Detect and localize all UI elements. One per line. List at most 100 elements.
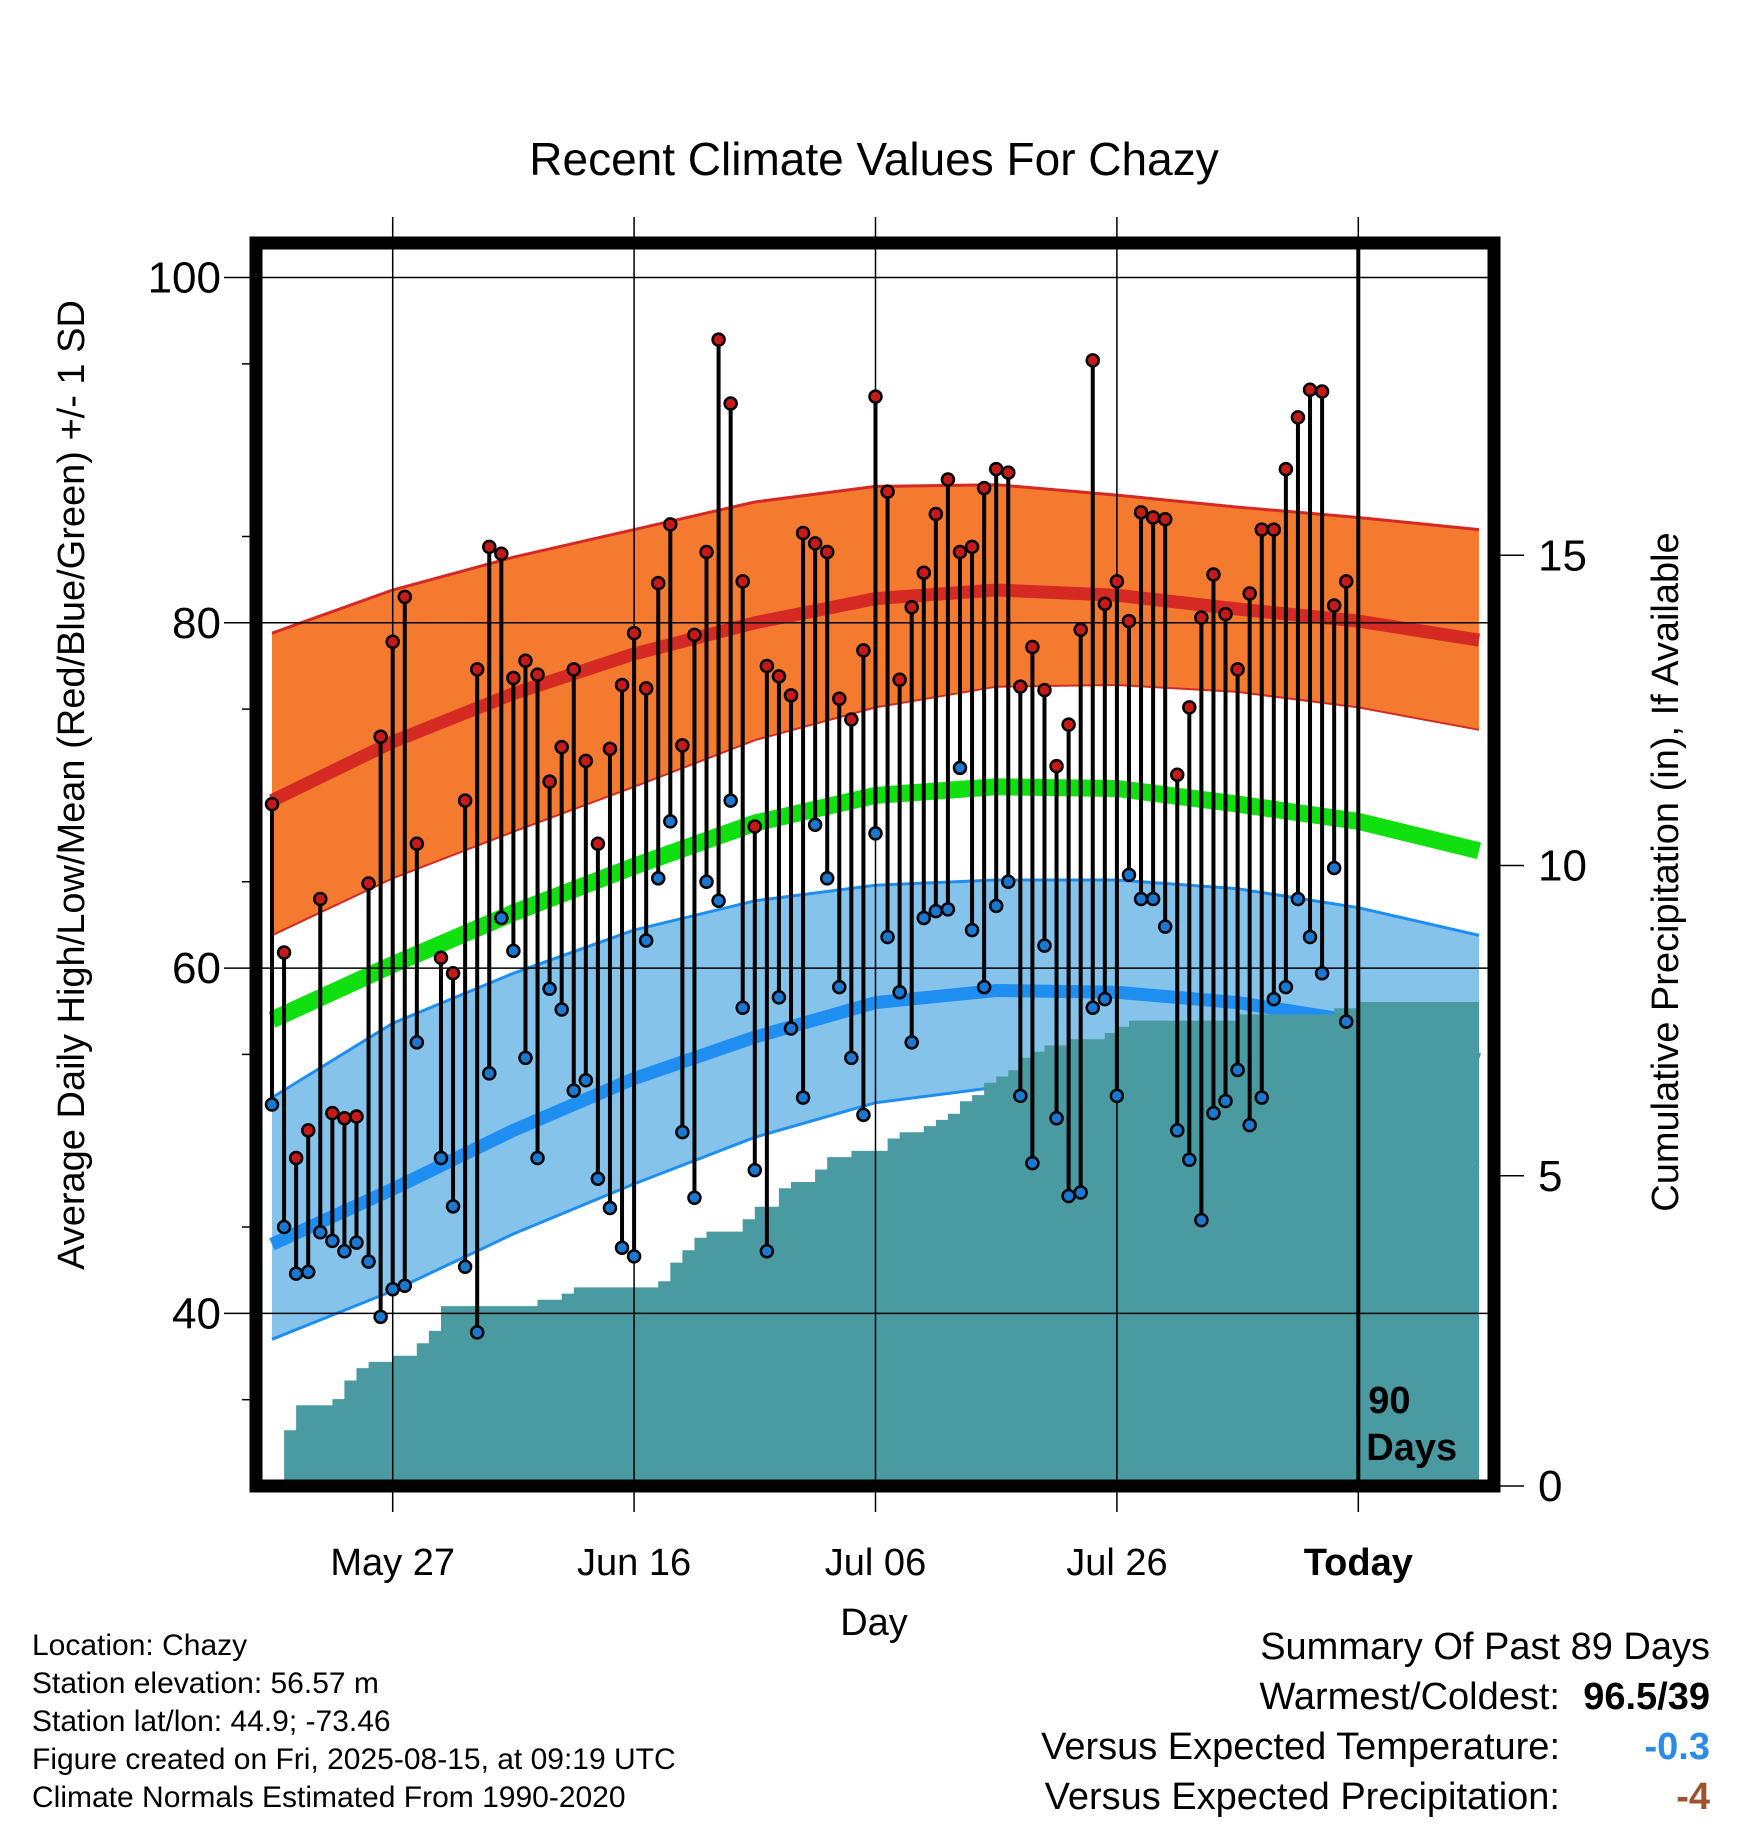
obs-low-point bbox=[566, 1083, 581, 1098]
summary-temp-value: -0.3 bbox=[1644, 1726, 1710, 1768]
obs-low-point bbox=[482, 1066, 497, 1081]
obs-low-point bbox=[832, 979, 847, 995]
obs-low-point bbox=[349, 1235, 364, 1250]
y2-tick-label: 5 bbox=[1538, 1152, 1562, 1201]
obs-high-point bbox=[1121, 613, 1137, 629]
y-tick-label: 80 bbox=[172, 599, 221, 648]
summary-precip-label: Versus Expected Precipitation: bbox=[1044, 1776, 1560, 1818]
obs-high-point bbox=[1338, 574, 1354, 589]
obs-high-point bbox=[819, 544, 835, 560]
obs-high-point bbox=[614, 677, 630, 693]
y2-tick-label: 15 bbox=[1538, 531, 1587, 580]
obs-low-point bbox=[1121, 867, 1137, 883]
obs-low-point bbox=[506, 943, 521, 959]
summary-warmest-label: Warmest/Coldest: bbox=[1259, 1676, 1560, 1718]
obs-low-point bbox=[1182, 1152, 1197, 1167]
obs-low-point bbox=[711, 893, 726, 909]
obs-high-point bbox=[1254, 522, 1269, 537]
x-axis-label: Day bbox=[840, 1602, 908, 1644]
obs-high-point bbox=[349, 1109, 364, 1124]
obs-high-point bbox=[916, 565, 932, 580]
obs-low-point bbox=[1157, 919, 1173, 934]
x-tick-label: Jun 16 bbox=[577, 1542, 691, 1584]
obs-low-point bbox=[530, 1150, 545, 1166]
obs-high-point bbox=[1170, 767, 1185, 782]
summary-panel: Summary Of Past 89 Days Warmest/Coldest:… bbox=[1041, 1622, 1710, 1822]
obs-low-point bbox=[433, 1150, 449, 1166]
obs-low-point bbox=[819, 871, 835, 886]
obs-high-point bbox=[1085, 353, 1101, 368]
obs-high-point bbox=[566, 662, 581, 677]
obs-high-point bbox=[1218, 606, 1233, 622]
obs-low-point bbox=[1013, 1088, 1028, 1104]
info-normals: Climate Normals Estimated From 1990-2020 bbox=[32, 1781, 626, 1814]
obs-high-point bbox=[506, 670, 521, 686]
y-axis-label: Average Daily High/Low/Mean (Red/Blue/Gr… bbox=[51, 300, 93, 1270]
obs-high-point bbox=[940, 472, 956, 487]
obs-low-point bbox=[1145, 891, 1161, 907]
obs-high-point bbox=[1182, 700, 1197, 715]
obs-high-point bbox=[759, 658, 775, 674]
days-annotation-number: 90 bbox=[1368, 1380, 1410, 1422]
obs-low-point bbox=[590, 1171, 606, 1186]
obs-high-point bbox=[663, 517, 678, 532]
obs-high-point bbox=[626, 625, 642, 641]
obs-low-point bbox=[445, 1199, 461, 1214]
obs-low-point bbox=[1133, 891, 1149, 907]
obs-high-point bbox=[313, 891, 328, 907]
obs-low-point bbox=[783, 1021, 799, 1036]
obs-high-point bbox=[590, 836, 606, 852]
obs-low-point bbox=[1073, 1185, 1088, 1200]
obs-low-point bbox=[904, 1035, 919, 1050]
obs-high-point bbox=[1013, 679, 1028, 694]
obs-low-point bbox=[1218, 1093, 1233, 1109]
chart-title: Recent Climate Values For Chazy bbox=[529, 133, 1218, 185]
obs-low-point bbox=[325, 1233, 340, 1249]
x-tick-label: May 27 bbox=[330, 1542, 455, 1584]
obs-low-point bbox=[735, 1000, 750, 1016]
obs-low-point bbox=[276, 1219, 292, 1235]
obs-high-point bbox=[976, 480, 992, 496]
obs-low-point bbox=[638, 933, 654, 948]
y2-axis-label: Cumulative Precipitation (in), If Availa… bbox=[1645, 532, 1687, 1211]
obs-low-point bbox=[675, 1124, 690, 1140]
obs-high-point bbox=[518, 653, 533, 669]
obs-high-point bbox=[325, 1105, 340, 1121]
summary-temp-label: Versus Expected Temperature: bbox=[1041, 1726, 1560, 1768]
obs-low-point bbox=[1338, 1014, 1354, 1029]
obs-high-point bbox=[687, 627, 702, 643]
obs-high-point bbox=[1326, 598, 1342, 613]
obs-high-point bbox=[675, 738, 690, 753]
obs-high-point bbox=[300, 1123, 316, 1138]
obs-low-point bbox=[940, 902, 956, 917]
obs-high-point bbox=[1290, 410, 1306, 425]
obs-low-point bbox=[626, 1249, 642, 1264]
obs-high-point bbox=[747, 819, 763, 834]
obs-high-point bbox=[361, 876, 376, 891]
obs-low-point bbox=[1037, 938, 1052, 953]
obs-low-point bbox=[1242, 1117, 1257, 1133]
obs-high-point bbox=[542, 774, 557, 789]
obs-high-point bbox=[1302, 382, 1318, 397]
obs-high-point bbox=[530, 667, 545, 682]
obs-high-point bbox=[1073, 622, 1088, 637]
obs-high-point bbox=[844, 712, 859, 727]
obs-low-point bbox=[807, 817, 823, 833]
obs-low-point bbox=[1109, 1088, 1125, 1104]
obs-low-point bbox=[687, 1190, 702, 1205]
obs-high-point bbox=[1157, 511, 1173, 527]
obs-high-point bbox=[494, 546, 509, 561]
obs-low-point bbox=[300, 1264, 316, 1280]
obs-high-point bbox=[409, 836, 425, 852]
obs-low-point bbox=[1326, 860, 1342, 876]
obs-high-point bbox=[1133, 505, 1149, 520]
obs-low-point bbox=[916, 910, 932, 926]
obs-high-point bbox=[445, 966, 461, 981]
x-tick-label: Jul 06 bbox=[825, 1542, 926, 1584]
obs-high-point bbox=[988, 461, 1004, 477]
obs-high-point bbox=[928, 506, 944, 522]
obs-high-point bbox=[1037, 682, 1052, 698]
obs-high-point bbox=[1206, 567, 1221, 582]
obs-low-point bbox=[795, 1090, 811, 1105]
obs-high-point bbox=[638, 681, 654, 696]
